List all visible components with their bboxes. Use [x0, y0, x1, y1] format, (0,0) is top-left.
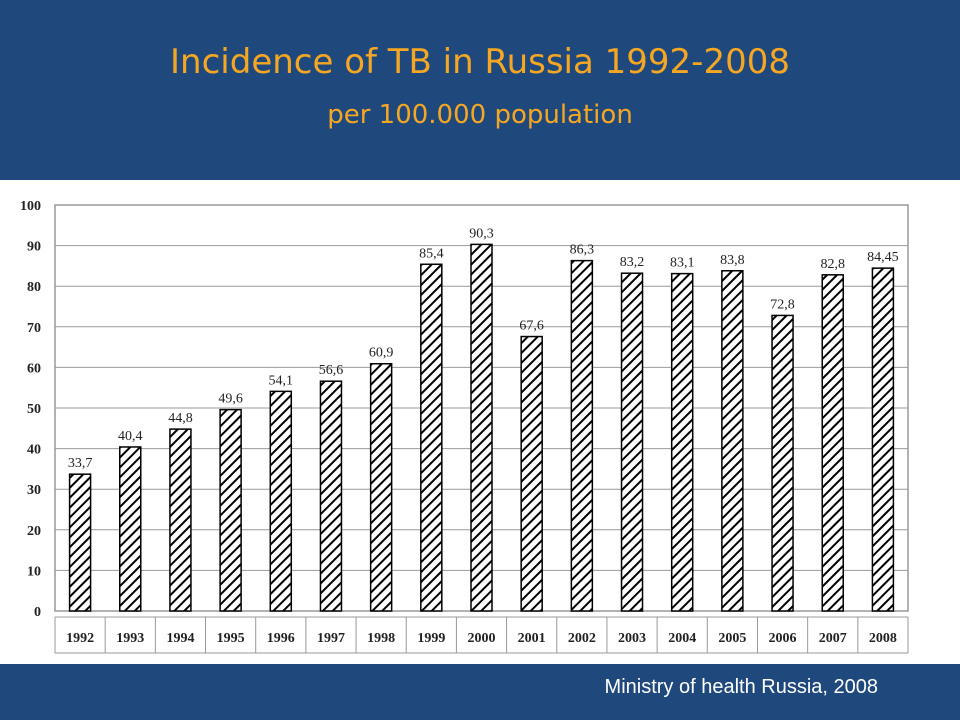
bar-2007 [821, 274, 844, 612]
data-label-2001: 67,6 [519, 319, 544, 334]
bar-2005 [721, 270, 744, 612]
data-label-2005: 83,8 [720, 253, 745, 268]
slide-header: Incidence of TB in Russia 1992-2008 per … [0, 0, 960, 180]
bar-2006 [771, 314, 794, 612]
y-tick-label: 100 [20, 199, 41, 214]
slide-subtitle: per 100.000 population [327, 100, 633, 130]
data-label-2004: 83,1 [670, 256, 695, 271]
bar-1998 [369, 362, 393, 612]
bar-1996 [269, 390, 293, 612]
data-label-1999: 85,4 [419, 246, 444, 261]
y-tick-label: 0 [34, 605, 41, 620]
bar-2003 [620, 272, 644, 612]
data-label-2006: 72,8 [770, 297, 795, 312]
x-tick-label-1999: 1999 [417, 631, 445, 646]
bar-2001 [520, 335, 543, 612]
x-tick-label-2001: 2001 [518, 631, 546, 646]
bar-1999 [420, 263, 443, 612]
data-label-2000: 90,3 [469, 226, 494, 241]
x-tick-label-2004: 2004 [668, 631, 696, 646]
slide-title: Incidence of TB in Russia 1992-2008 [170, 42, 790, 82]
y-tick-label: 30 [27, 483, 41, 498]
bar-1995 [219, 408, 242, 612]
data-label-1995: 49,6 [218, 392, 243, 407]
x-tick-label-1997: 1997 [317, 631, 345, 646]
x-tick-label-1998: 1998 [367, 631, 395, 646]
x-tick-label-1993: 1993 [116, 631, 144, 646]
x-tick-label-2002: 2002 [568, 631, 596, 646]
bar-1997 [319, 380, 343, 612]
bar-1994 [169, 428, 192, 612]
x-tick-label-2005: 2005 [718, 631, 746, 646]
chart-area: 0 10 20 30 40 50 60 70 80 90 100 33,7 1992 40,4 1993 44… [0, 180, 960, 664]
data-label-1992: 33,7 [68, 456, 93, 471]
y-tick-label: 60 [27, 361, 41, 376]
bar-1992 [68, 473, 92, 612]
bar-2004 [670, 272, 694, 612]
x-tick-label-2000: 2000 [468, 631, 496, 646]
data-label-1994: 44,8 [168, 411, 193, 426]
data-label-1997: 56,6 [319, 363, 344, 378]
bar-2002 [570, 259, 594, 612]
x-tick-label-1995: 1995 [217, 631, 245, 646]
y-tick-label: 50 [27, 402, 41, 417]
data-label-1996: 54,1 [269, 373, 294, 388]
y-tick-label: 20 [27, 524, 41, 539]
x-tick-label-2003: 2003 [618, 631, 646, 646]
y-tick-label: 90 [27, 240, 41, 255]
chart-bars [68, 243, 895, 612]
x-tick-label-2008: 2008 [869, 631, 897, 646]
bar-1993 [119, 446, 142, 612]
chart-labels: 0 10 20 30 40 50 60 70 80 90 100 33,7 1992 40,4 1993 44… [20, 199, 899, 646]
source-credit: Ministry of health Russia, 2008 [604, 676, 878, 698]
y-tick-label: 40 [27, 443, 41, 458]
y-tick-label: 80 [27, 280, 41, 295]
x-tick-label-1996: 1996 [267, 631, 295, 646]
bar-2000 [470, 243, 493, 612]
tb-incidence-bar-chart: 0 10 20 30 40 50 60 70 80 90 100 33,7 1992 40,4 1993 44… [20, 199, 909, 654]
slide-footer: Ministry of health Russia, 2008 [0, 664, 960, 720]
data-label-2003: 83,2 [620, 255, 645, 270]
x-tick-label-1994: 1994 [166, 631, 194, 646]
bar-2008 [871, 267, 895, 612]
y-tick-label: 70 [27, 321, 41, 336]
x-tick-label-2006: 2006 [769, 631, 797, 646]
data-label-1998: 60,9 [369, 346, 394, 361]
data-label-2007: 82,8 [820, 257, 845, 272]
data-label-1993: 40,4 [118, 429, 143, 444]
data-label-2008: 84,45 [867, 250, 899, 265]
y-tick-label: 10 [27, 564, 41, 579]
x-tick-label-1992: 1992 [66, 631, 94, 646]
data-label-2002: 86,3 [570, 243, 595, 258]
x-tick-label-2007: 2007 [819, 631, 847, 646]
